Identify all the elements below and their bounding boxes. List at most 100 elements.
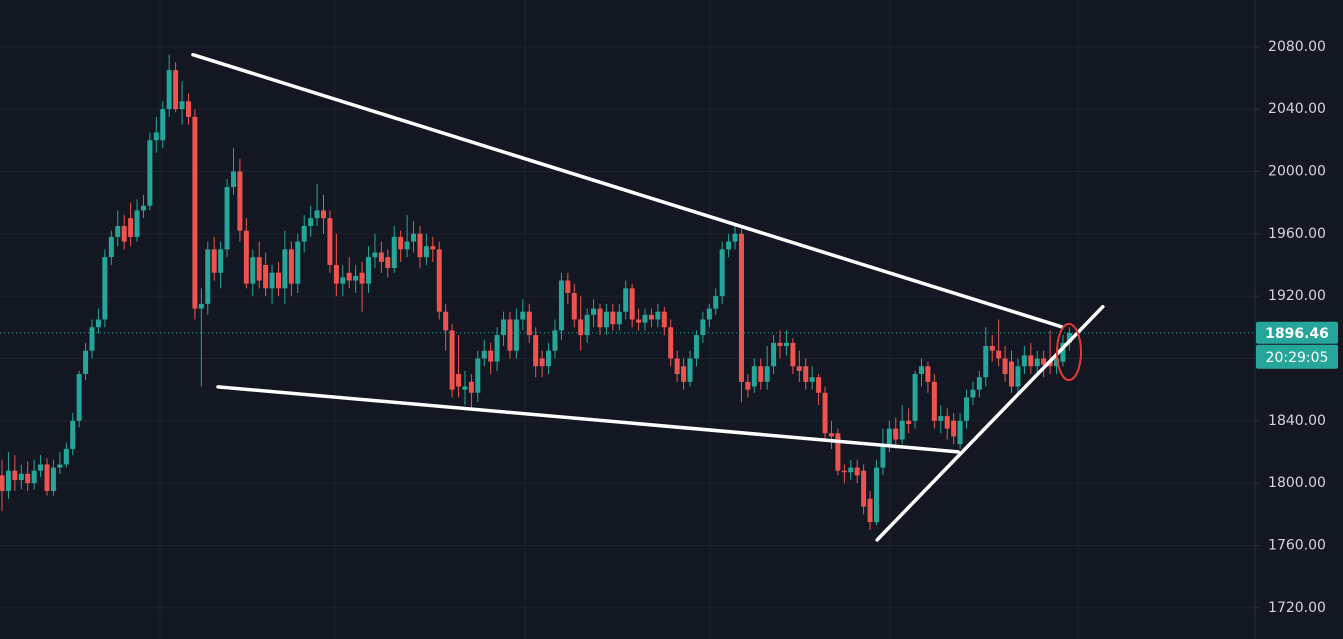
candle-body <box>597 308 603 328</box>
candle-body <box>912 374 918 421</box>
candle-body <box>250 257 256 284</box>
candle-body <box>944 416 950 429</box>
candle-body <box>1021 355 1027 367</box>
y-tick-label: 1920.00 <box>1268 288 1326 304</box>
candle-body <box>880 444 886 468</box>
candle-body <box>931 381 937 421</box>
candle-body <box>809 377 815 382</box>
candle-body <box>346 272 352 281</box>
y-tick-label: 1720.00 <box>1268 600 1326 616</box>
candle-body <box>526 311 532 336</box>
candle-body <box>558 280 564 331</box>
candle-body <box>918 366 924 375</box>
candle-body <box>198 303 204 309</box>
candle-body <box>964 397 969 421</box>
candle-body <box>378 252 384 262</box>
candle-body <box>275 272 281 289</box>
candle-body <box>1002 358 1008 375</box>
candle-body <box>192 116 198 309</box>
candle-body <box>102 257 108 320</box>
candle-body <box>713 296 719 309</box>
candle-body <box>616 311 622 325</box>
candle-body <box>893 428 899 440</box>
candle-body <box>443 311 449 331</box>
candle-body <box>295 241 301 284</box>
candle-body <box>520 311 526 320</box>
candle-body <box>121 225 127 242</box>
candle-body <box>996 350 1002 359</box>
candle-body <box>732 233 738 242</box>
candle-body <box>938 416 944 421</box>
candle-body <box>591 308 597 315</box>
candle-body <box>848 467 854 473</box>
candle-body <box>44 464 50 491</box>
candle-body <box>1028 355 1034 367</box>
candle-body <box>584 314 590 336</box>
y-tick-label: 2040.00 <box>1268 101 1326 117</box>
countdown-box <box>1256 344 1338 369</box>
y-tick-label: 1760.00 <box>1268 537 1326 553</box>
candle-body <box>314 210 320 219</box>
candle-body <box>539 358 545 367</box>
candle-body <box>906 420 912 424</box>
candle-body <box>989 345 995 351</box>
candle-body <box>1034 358 1040 367</box>
candle-body <box>449 330 455 390</box>
candle-body <box>0 475 5 491</box>
candle-body <box>134 210 140 237</box>
candle-body <box>263 264 269 289</box>
candle-body <box>861 470 867 507</box>
candle-body <box>211 249 217 273</box>
candle-body <box>764 366 770 382</box>
candle-body <box>796 366 802 371</box>
candle-body <box>83 350 89 375</box>
candle-body <box>925 366 931 382</box>
candle-body <box>25 473 31 484</box>
candle-body <box>166 70 172 110</box>
candle-body <box>327 218 333 265</box>
candle-body <box>726 241 732 250</box>
candle-body <box>1054 358 1060 367</box>
candle-body <box>430 246 436 250</box>
candle-body <box>321 210 326 219</box>
y-tick-label: 1840.00 <box>1268 413 1326 429</box>
candle-body <box>95 319 101 328</box>
y-tick-label: 2080.00 <box>1268 39 1326 55</box>
candle-body <box>873 467 879 523</box>
candle-body <box>648 314 654 320</box>
candle-body <box>565 280 571 294</box>
candle-body <box>642 314 648 323</box>
candle-body <box>546 350 552 367</box>
candle-body <box>693 335 699 359</box>
candle-body <box>89 327 95 351</box>
candle-body <box>976 377 982 390</box>
candle-body <box>398 236 404 250</box>
candle-body <box>333 264 339 284</box>
candle-body <box>353 275 359 281</box>
candle-body <box>610 311 616 325</box>
last-price-box <box>1256 321 1338 344</box>
candle-body <box>115 225 121 237</box>
candle-body <box>153 132 159 141</box>
candle-body <box>282 249 288 289</box>
candle-body <box>340 277 346 284</box>
candle-body <box>359 272 365 284</box>
candle-body <box>366 257 372 284</box>
candle-body <box>886 428 892 445</box>
candle-body <box>1015 366 1021 387</box>
candle-body <box>841 470 847 473</box>
candle-body <box>76 374 82 421</box>
candle-body <box>404 241 410 250</box>
trendline <box>191 52 1064 329</box>
candle-body <box>501 319 507 336</box>
candle-body <box>301 225 307 242</box>
candle-body <box>70 420 76 449</box>
candle-body <box>899 420 905 440</box>
candle-body <box>623 288 629 312</box>
candle-body <box>185 101 191 117</box>
countdown-label: 20:29:05 <box>1266 350 1329 366</box>
candle-body <box>758 366 764 382</box>
candle-body <box>828 433 834 437</box>
candle-body <box>1066 332 1072 343</box>
